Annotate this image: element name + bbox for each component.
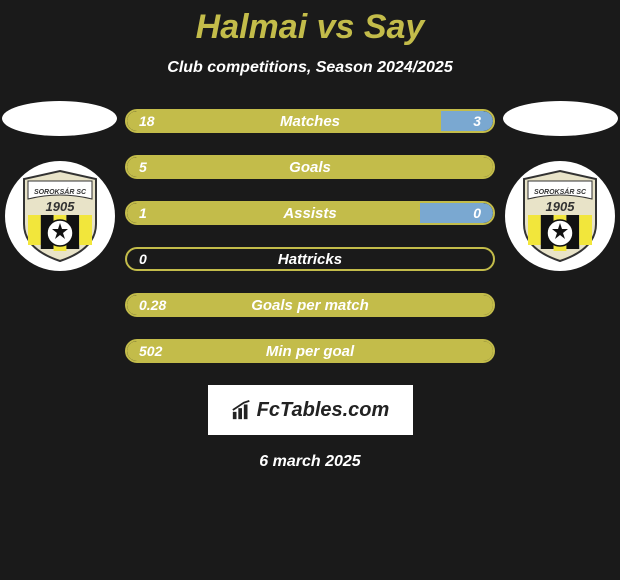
- stat-label: Min per goal: [127, 343, 493, 360]
- club-badge-right: SOROKSÁR SC 1905: [505, 161, 615, 271]
- page-title: Halmai vs Say: [0, 8, 620, 47]
- stat-label: Goals: [127, 159, 493, 176]
- shield-icon: SOROKSÁR SC 1905: [16, 169, 104, 263]
- stat-label: Assists: [127, 205, 493, 222]
- chart-icon: [231, 399, 253, 421]
- country-ellipse-left: [2, 101, 117, 136]
- stat-label: Hattricks: [127, 251, 493, 268]
- svg-text:1905: 1905: [546, 199, 576, 214]
- svg-text:SOROKSÁR SC: SOROKSÁR SC: [34, 187, 87, 196]
- country-ellipse-right: [503, 101, 618, 136]
- stats-area: SOROKSÁR SC 1905 SOROKSÁR SC 1905: [0, 101, 620, 471]
- stat-row: 5Goals: [125, 155, 495, 179]
- stat-value-right: 3: [473, 113, 481, 129]
- date-label: 6 march 2025: [0, 453, 620, 471]
- logo-label: FcTables.com: [257, 399, 390, 422]
- stat-row: 1Assists0: [125, 201, 495, 225]
- fctables-logo[interactable]: FcTables.com: [208, 385, 413, 435]
- svg-text:1905: 1905: [46, 199, 76, 214]
- club-badge-left: SOROKSÁR SC 1905: [5, 161, 115, 271]
- stat-row: 502Min per goal: [125, 339, 495, 363]
- subtitle: Club competitions, Season 2024/2025: [0, 59, 620, 77]
- svg-text:SOROKSÁR SC: SOROKSÁR SC: [534, 187, 587, 196]
- stat-value-right: 0: [473, 205, 481, 221]
- stat-label: Goals per match: [127, 297, 493, 314]
- stat-row: 0Hattricks: [125, 247, 495, 271]
- stat-row: 18Matches3: [125, 109, 495, 133]
- stat-label: Matches: [127, 113, 493, 130]
- shield-icon: SOROKSÁR SC 1905: [516, 169, 604, 263]
- stat-bars: 18Matches35Goals1Assists00Hattricks0.28G…: [125, 101, 495, 363]
- stat-row: 0.28Goals per match: [125, 293, 495, 317]
